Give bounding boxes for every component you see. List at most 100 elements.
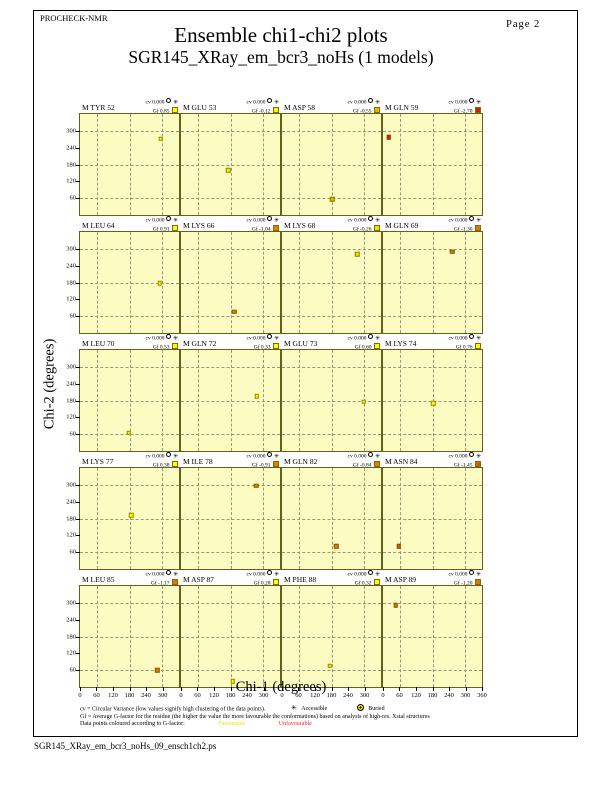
y-tick-label: 120 bbox=[66, 295, 76, 303]
subplot-header: M ASP 89 cv 0.000 ✳ Gf -1.20 bbox=[382, 570, 483, 586]
open-circle-icon bbox=[368, 98, 374, 103]
gridline-y300 bbox=[282, 602, 381, 604]
x-tick-mark bbox=[383, 687, 384, 691]
open-circle-icon bbox=[166, 98, 172, 103]
open-circle-icon bbox=[267, 98, 273, 103]
gridline-y300 bbox=[181, 248, 280, 250]
gridline-y60 bbox=[181, 552, 280, 554]
y-tick-mark bbox=[76, 636, 80, 638]
residue-label: M ASP 87 bbox=[183, 575, 214, 584]
subplot-m-gln-69: M GLN 69 cv 0.000 ✳ Gf -1.30 bbox=[382, 216, 483, 334]
x-tick-label: 0 bbox=[179, 692, 183, 699]
subplot-stats: cv 0.000 ✳ Gf 0.76 bbox=[449, 334, 481, 351]
y-tick-mark bbox=[76, 670, 80, 672]
cv-value: cv 0.000 bbox=[347, 453, 367, 460]
data-point bbox=[327, 663, 333, 668]
gridline-y180 bbox=[181, 400, 280, 402]
accessible-star-icon: ✳ bbox=[290, 704, 297, 713]
cv-line: cv 0.000 ✳ bbox=[247, 452, 279, 461]
gridline-y60 bbox=[282, 316, 381, 318]
gf-value: Gf -2.70 bbox=[453, 108, 473, 115]
gridline-y300 bbox=[80, 602, 179, 604]
y-tick-mark bbox=[76, 198, 80, 200]
subplot-stats: cv 0.000 ✳ Gf -0.12 bbox=[247, 98, 279, 115]
y-tick-label: 240 bbox=[66, 262, 76, 270]
gfactor-square-icon bbox=[374, 578, 380, 585]
gfactor-square-icon bbox=[172, 460, 178, 467]
subplot-m-glu-53: M GLU 53 cv 0.000 ✳ Gf -0.12 bbox=[180, 98, 281, 216]
plot-area bbox=[180, 349, 281, 452]
open-circle-icon bbox=[166, 216, 172, 221]
gfactor-square-icon bbox=[273, 224, 279, 231]
residue-label: M GLU 53 bbox=[183, 103, 217, 112]
plot-area: 300 240 180 120 60 0 60 120 180 240 300 bbox=[66, 585, 180, 699]
gf-line: Gf -1.04 bbox=[247, 224, 279, 233]
subplot-header: M GLN 69 cv 0.000 ✳ Gf -1.30 bbox=[382, 216, 483, 232]
subplot-header: M ILE 78 cv 0.000 ✳ Gf -0.91 bbox=[180, 452, 281, 468]
plot-area: 0 60 120 180 240 300 360 bbox=[381, 585, 487, 699]
residue-label: M GLN 72 bbox=[183, 339, 217, 348]
y-tick-label: 300 bbox=[66, 127, 76, 135]
gridline-y300 bbox=[383, 248, 482, 250]
footnote-gf: Gf = Average G-factor for the residue (t… bbox=[80, 713, 430, 720]
gridline-y300 bbox=[282, 484, 381, 486]
x-tick-mark bbox=[282, 687, 283, 691]
gf-line: Gf 0.76 bbox=[449, 342, 481, 351]
subplot-header: M GLN 59 cv 0.000 ✳ Gf -2.70 bbox=[382, 98, 483, 115]
data-point bbox=[355, 252, 360, 257]
data-point bbox=[128, 512, 134, 518]
y-tick-mark bbox=[76, 501, 80, 503]
cv-value: cv 0.000 bbox=[448, 335, 468, 342]
residue-label: M GLN 59 bbox=[385, 103, 419, 112]
accessible-star-icon: ✳ bbox=[374, 217, 380, 225]
subplot-m-leu-64: M LEU 64 cv 0.000 ✳ Gf 0.91 300 240 180 120 6… bbox=[66, 216, 180, 334]
x-axis-title: Chi-1 (degrees) bbox=[235, 679, 327, 695]
residue-label: M PHE 88 bbox=[284, 575, 317, 584]
gridline-y60 bbox=[181, 198, 280, 200]
cv-line: cv 0.000 ✳ bbox=[146, 216, 178, 225]
data-point bbox=[157, 280, 162, 286]
data-point bbox=[334, 544, 339, 549]
gridline-y180 bbox=[282, 164, 381, 166]
gridline-y300 bbox=[80, 366, 179, 368]
x-tick-mark bbox=[399, 687, 401, 691]
plot-area: 300 240 180 120 60 bbox=[66, 231, 180, 334]
x-tick-label: 180 bbox=[427, 692, 438, 699]
buried-circle-icon bbox=[356, 704, 364, 711]
subplot-header: M GLU 73 cv 0.000 ✳ Gf 0.60 bbox=[281, 334, 382, 350]
gridline-y60 bbox=[383, 434, 482, 436]
y-tick-mark bbox=[76, 299, 80, 301]
y-axis-title: Chi-2 (degrees) bbox=[41, 338, 58, 430]
y-tick-mark bbox=[76, 265, 80, 267]
gridline-y180 bbox=[181, 164, 280, 166]
x-tick-mark bbox=[347, 687, 349, 691]
gf-value: Gf -0.84 bbox=[352, 462, 372, 469]
buried-label: Buried bbox=[368, 706, 385, 713]
subplot-stats: cv 0.000 ✳ Gf -2.70 bbox=[449, 98, 481, 115]
gridline-y300 bbox=[80, 130, 179, 132]
residue-label: M LYS 66 bbox=[183, 221, 215, 230]
y-tick-label: 240 bbox=[66, 380, 76, 388]
x-tick-mark bbox=[145, 687, 147, 691]
subplot-stats: cv 0.000 ✳ Gf 0.38 bbox=[146, 452, 178, 469]
gf-line: Gf -2.70 bbox=[449, 106, 481, 115]
x-tick-mark bbox=[213, 687, 215, 691]
gridline-y300 bbox=[181, 366, 280, 368]
gridline-y180 bbox=[282, 518, 381, 520]
gfactor-square-icon bbox=[475, 578, 481, 585]
x-tick-label: 120 bbox=[108, 692, 118, 699]
x-tick-label: 120 bbox=[209, 692, 219, 699]
plot-area bbox=[382, 231, 483, 334]
residue-label: M ILE 78 bbox=[183, 457, 213, 466]
subplot-header: M PHE 88 cv 0.000 ✳ Gf 0.32 bbox=[281, 570, 382, 586]
gridline-y180 bbox=[80, 518, 179, 520]
y-tick-label: 120 bbox=[66, 649, 76, 657]
subplot-stats: cv 0.000 ✳ Gf -1.45 bbox=[449, 452, 481, 469]
residue-label: M GLN 82 bbox=[284, 457, 318, 466]
cv-line: cv 0.000 ✳ bbox=[247, 98, 279, 107]
subplot-stats: cv 0.000 ✳ Gf -1.04 bbox=[247, 216, 279, 233]
gridline-y180 bbox=[181, 518, 280, 520]
x-tick-label: 300 bbox=[460, 692, 471, 699]
gf-line: Gf 0.53 bbox=[146, 342, 178, 351]
x-tick-mark bbox=[112, 687, 114, 691]
